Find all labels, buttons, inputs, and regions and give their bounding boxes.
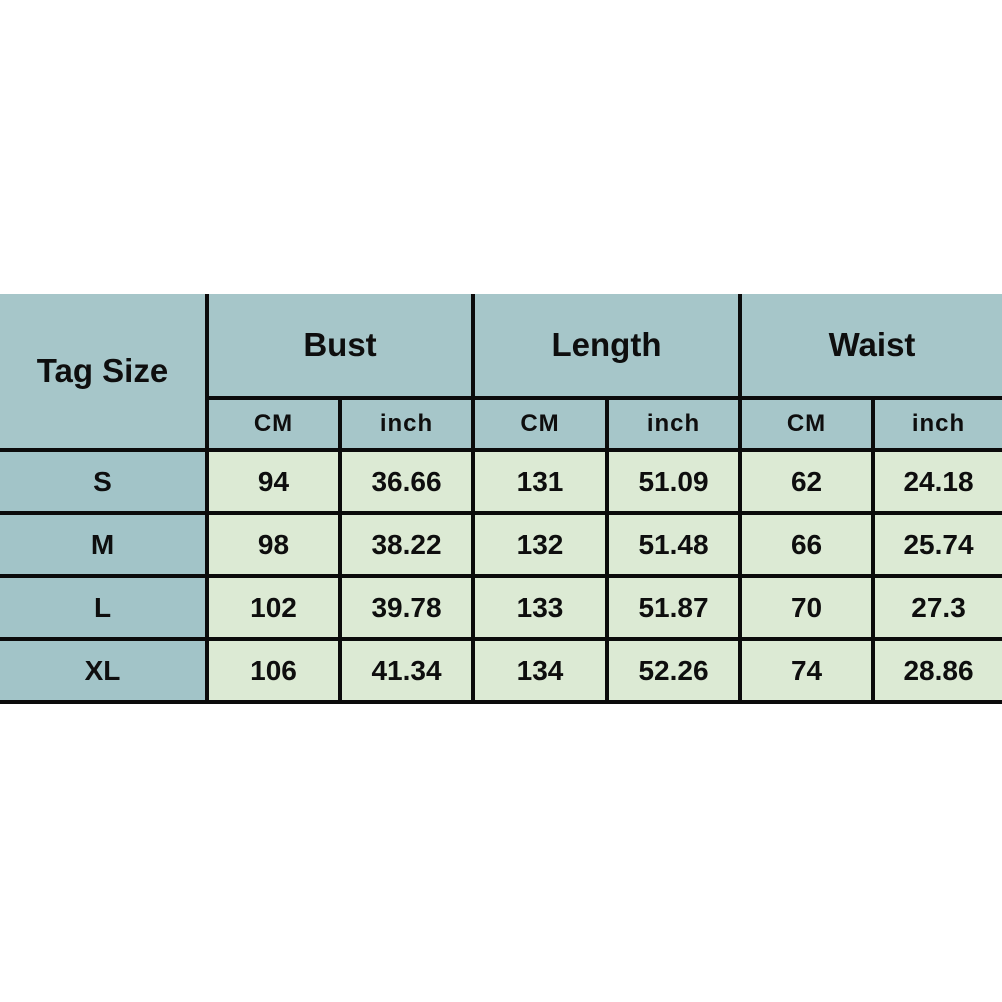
size-chart-table: Tag Size Bust Length Waist CM inch CM in… [0, 294, 1002, 704]
group-header-length: Length [470, 294, 743, 400]
size-label-m: M [0, 511, 209, 578]
unit-header-bust-inch: inch [338, 396, 475, 452]
value-cell-s-waist-cm: 62 [738, 448, 876, 515]
value-cell-m-bust-cm: 98 [205, 511, 342, 578]
value-cell-s-length-cm: 131 [471, 448, 609, 515]
unit-header-waist-cm: CM [738, 396, 876, 452]
value-cell-s-length-inch: 51.09 [604, 448, 743, 515]
size-label-xl: XL [0, 637, 209, 704]
unit-header-length-inch: inch [604, 396, 743, 452]
value-cell-l-bust-cm: 102 [205, 574, 342, 641]
value-cell-s-waist-inch: 24.18 [871, 448, 1002, 515]
value-cell-xl-waist-inch: 28.86 [871, 637, 1002, 704]
value-cell-s-bust-inch: 36.66 [338, 448, 475, 515]
unit-header-bust-cm: CM [207, 396, 342, 452]
table-row-xl: XL 106 41.34 134 52.26 74 28.86 [0, 637, 1002, 704]
header-row-groups: Tag Size Bust Length Waist [0, 294, 1002, 452]
value-cell-m-bust-inch: 38.22 [338, 511, 475, 578]
unit-header-waist-inch: inch [871, 396, 1002, 452]
value-cell-m-length-inch: 51.48 [604, 511, 743, 578]
value-cell-m-waist-cm: 66 [738, 511, 876, 578]
value-cell-xl-bust-inch: 41.34 [338, 637, 475, 704]
value-cell-xl-waist-cm: 74 [738, 637, 876, 704]
table-row-l: L 102 39.78 133 51.87 70 27.3 [0, 574, 1002, 641]
size-chart: Tag Size Bust Length Waist CM inch CM in… [0, 294, 1002, 704]
unit-header-length-cm: CM [471, 396, 609, 452]
value-cell-l-bust-inch: 39.78 [338, 574, 475, 641]
size-label-s: S [0, 448, 209, 515]
value-cell-l-waist-cm: 70 [738, 574, 876, 641]
value-cell-xl-length-inch: 52.26 [604, 637, 743, 704]
corner-header-tag-size: Tag Size [0, 294, 209, 452]
value-cell-l-length-inch: 51.87 [604, 574, 743, 641]
header-row-units: CM inch CM inch CM inch [0, 396, 1002, 452]
group-header-bust: Bust [205, 294, 475, 400]
value-cell-m-waist-inch: 25.74 [871, 511, 1002, 578]
table-row-m: M 98 38.22 132 51.48 66 25.74 [0, 511, 1002, 578]
value-cell-xl-bust-cm: 106 [205, 637, 342, 704]
value-cell-m-length-cm: 132 [471, 511, 609, 578]
value-cell-s-bust-cm: 94 [205, 448, 342, 515]
size-label-l: L [0, 574, 209, 641]
group-header-waist: Waist [738, 294, 1002, 400]
value-cell-l-waist-inch: 27.3 [871, 574, 1002, 641]
value-cell-xl-length-cm: 134 [471, 637, 609, 704]
table-row-s: S 94 36.66 131 51.09 62 24.18 [0, 448, 1002, 515]
value-cell-l-length-cm: 133 [471, 574, 609, 641]
